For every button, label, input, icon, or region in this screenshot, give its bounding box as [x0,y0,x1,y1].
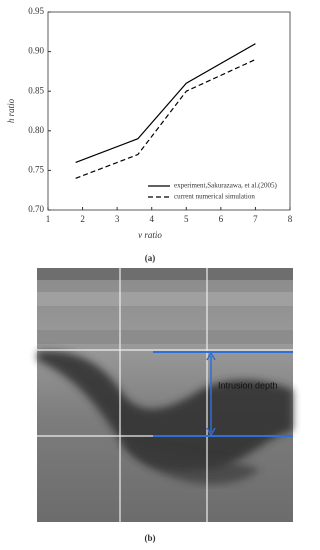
x-tick-label: 5 [184,214,189,224]
plot-frame [47,11,291,211]
legend-label: current numerical simulation [174,193,255,201]
y-axis-label: h ratio [6,98,16,123]
x-tick-label: 6 [219,214,224,224]
y-tick-label: 0.95 [28,6,44,16]
series-line [75,58,256,179]
x-axis-label: v ratio [138,230,162,240]
x-tick-label: 2 [80,214,85,224]
photo: Intrusion depth [37,268,293,522]
annotation: Intrusion depth [218,380,278,390]
series-line [75,43,256,164]
y-tick-label: 0.70 [28,204,44,214]
caption: (a) [145,253,156,263]
y-tick-label: 0.85 [28,85,44,95]
page: Intrusion depth (a) (b) v ratio h ratio … [6,6,293,543]
x-tick-label: 8 [288,214,293,224]
caption: (b) [145,533,156,543]
y-tick-label: 0.75 [28,164,44,174]
y-tick-label: 0.80 [28,125,44,135]
x-tick-label: 3 [115,214,120,224]
y-tick-label: 0.90 [28,46,44,56]
x-tick-label: 1 [46,214,51,224]
x-tick-label: 4 [149,214,154,224]
legend-label: experiment,Sakurazawa, et al.(2005) [174,182,277,190]
x-tick-label: 7 [253,214,258,224]
